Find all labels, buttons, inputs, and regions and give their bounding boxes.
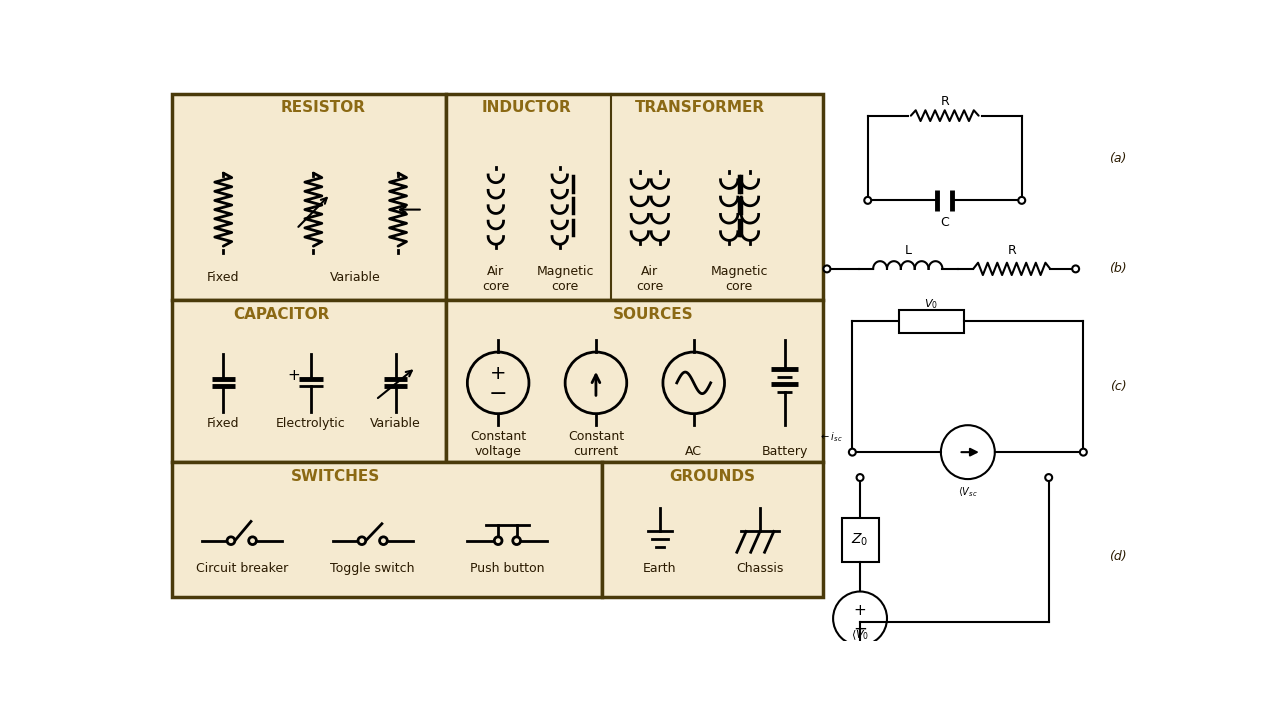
Text: Magnetic
core: Magnetic core — [536, 265, 594, 293]
Bar — [173, 300, 445, 462]
Text: Constant
current: Constant current — [568, 431, 625, 459]
Bar — [899, 310, 964, 333]
Circle shape — [833, 592, 887, 645]
Text: SWITCHES: SWITCHES — [291, 469, 380, 484]
Circle shape — [1046, 474, 1052, 481]
Text: +: + — [854, 603, 867, 618]
Text: Magnetic
core: Magnetic core — [710, 265, 768, 293]
Text: Electrolytic: Electrolytic — [276, 418, 346, 431]
Text: Variable: Variable — [330, 271, 381, 284]
Bar — [173, 94, 445, 300]
Text: C: C — [941, 216, 950, 229]
Bar — [602, 462, 823, 597]
Text: CAPACITOR: CAPACITOR — [233, 307, 330, 322]
Text: Push button: Push button — [470, 562, 545, 575]
Text: (b): (b) — [1110, 262, 1126, 275]
Circle shape — [248, 537, 256, 544]
Circle shape — [380, 537, 388, 544]
Text: Fixed: Fixed — [207, 271, 239, 284]
Circle shape — [941, 426, 995, 479]
Text: +: + — [288, 369, 301, 384]
Circle shape — [1080, 449, 1087, 456]
Text: (a): (a) — [1110, 151, 1126, 164]
Circle shape — [856, 474, 864, 481]
Text: −: − — [489, 384, 507, 404]
Text: R: R — [941, 95, 950, 108]
Circle shape — [358, 537, 366, 544]
Circle shape — [227, 537, 234, 544]
Text: Circuit breaker: Circuit breaker — [196, 562, 288, 575]
Text: $\leftarrow i_{sc}$: $\leftarrow i_{sc}$ — [819, 430, 842, 444]
Circle shape — [1073, 266, 1079, 272]
Text: TRANSFORMER: TRANSFORMER — [635, 101, 765, 115]
Text: AC: AC — [685, 445, 703, 459]
Text: Chassis: Chassis — [736, 562, 783, 575]
Circle shape — [864, 197, 872, 204]
Circle shape — [513, 537, 521, 544]
Text: L: L — [904, 243, 911, 256]
Text: RESISTOR: RESISTOR — [280, 101, 365, 115]
Text: $V_0$: $V_0$ — [924, 297, 938, 311]
Text: Constant
voltage: Constant voltage — [470, 431, 526, 459]
Text: −: − — [852, 619, 867, 637]
Text: R: R — [1007, 243, 1016, 256]
Text: (c): (c) — [1110, 380, 1126, 393]
Text: $Z_0$: $Z_0$ — [851, 532, 869, 548]
Text: SOURCES: SOURCES — [613, 307, 694, 322]
Text: +: + — [490, 364, 507, 383]
Text: Battery: Battery — [762, 445, 808, 459]
Circle shape — [849, 449, 856, 456]
Text: Toggle switch: Toggle switch — [330, 562, 415, 575]
Text: (d): (d) — [1110, 550, 1126, 563]
Circle shape — [823, 266, 831, 272]
Circle shape — [494, 537, 502, 544]
Bar — [173, 462, 602, 597]
Bar — [445, 94, 823, 300]
Text: Air
core: Air core — [636, 265, 663, 293]
Text: GROUNDS: GROUNDS — [669, 469, 755, 484]
Text: Earth: Earth — [643, 562, 677, 575]
Circle shape — [1019, 197, 1025, 204]
Text: Fixed: Fixed — [207, 418, 239, 431]
Text: $\langle V_0$: $\langle V_0$ — [851, 629, 869, 642]
Text: $\langle V_{sc}$: $\langle V_{sc}$ — [957, 485, 978, 499]
Bar — [445, 300, 823, 462]
Text: Air
core: Air core — [483, 265, 509, 293]
Text: INDUCTOR: INDUCTOR — [481, 101, 571, 115]
Bar — [841, 518, 878, 562]
Text: Variable: Variable — [370, 418, 421, 431]
